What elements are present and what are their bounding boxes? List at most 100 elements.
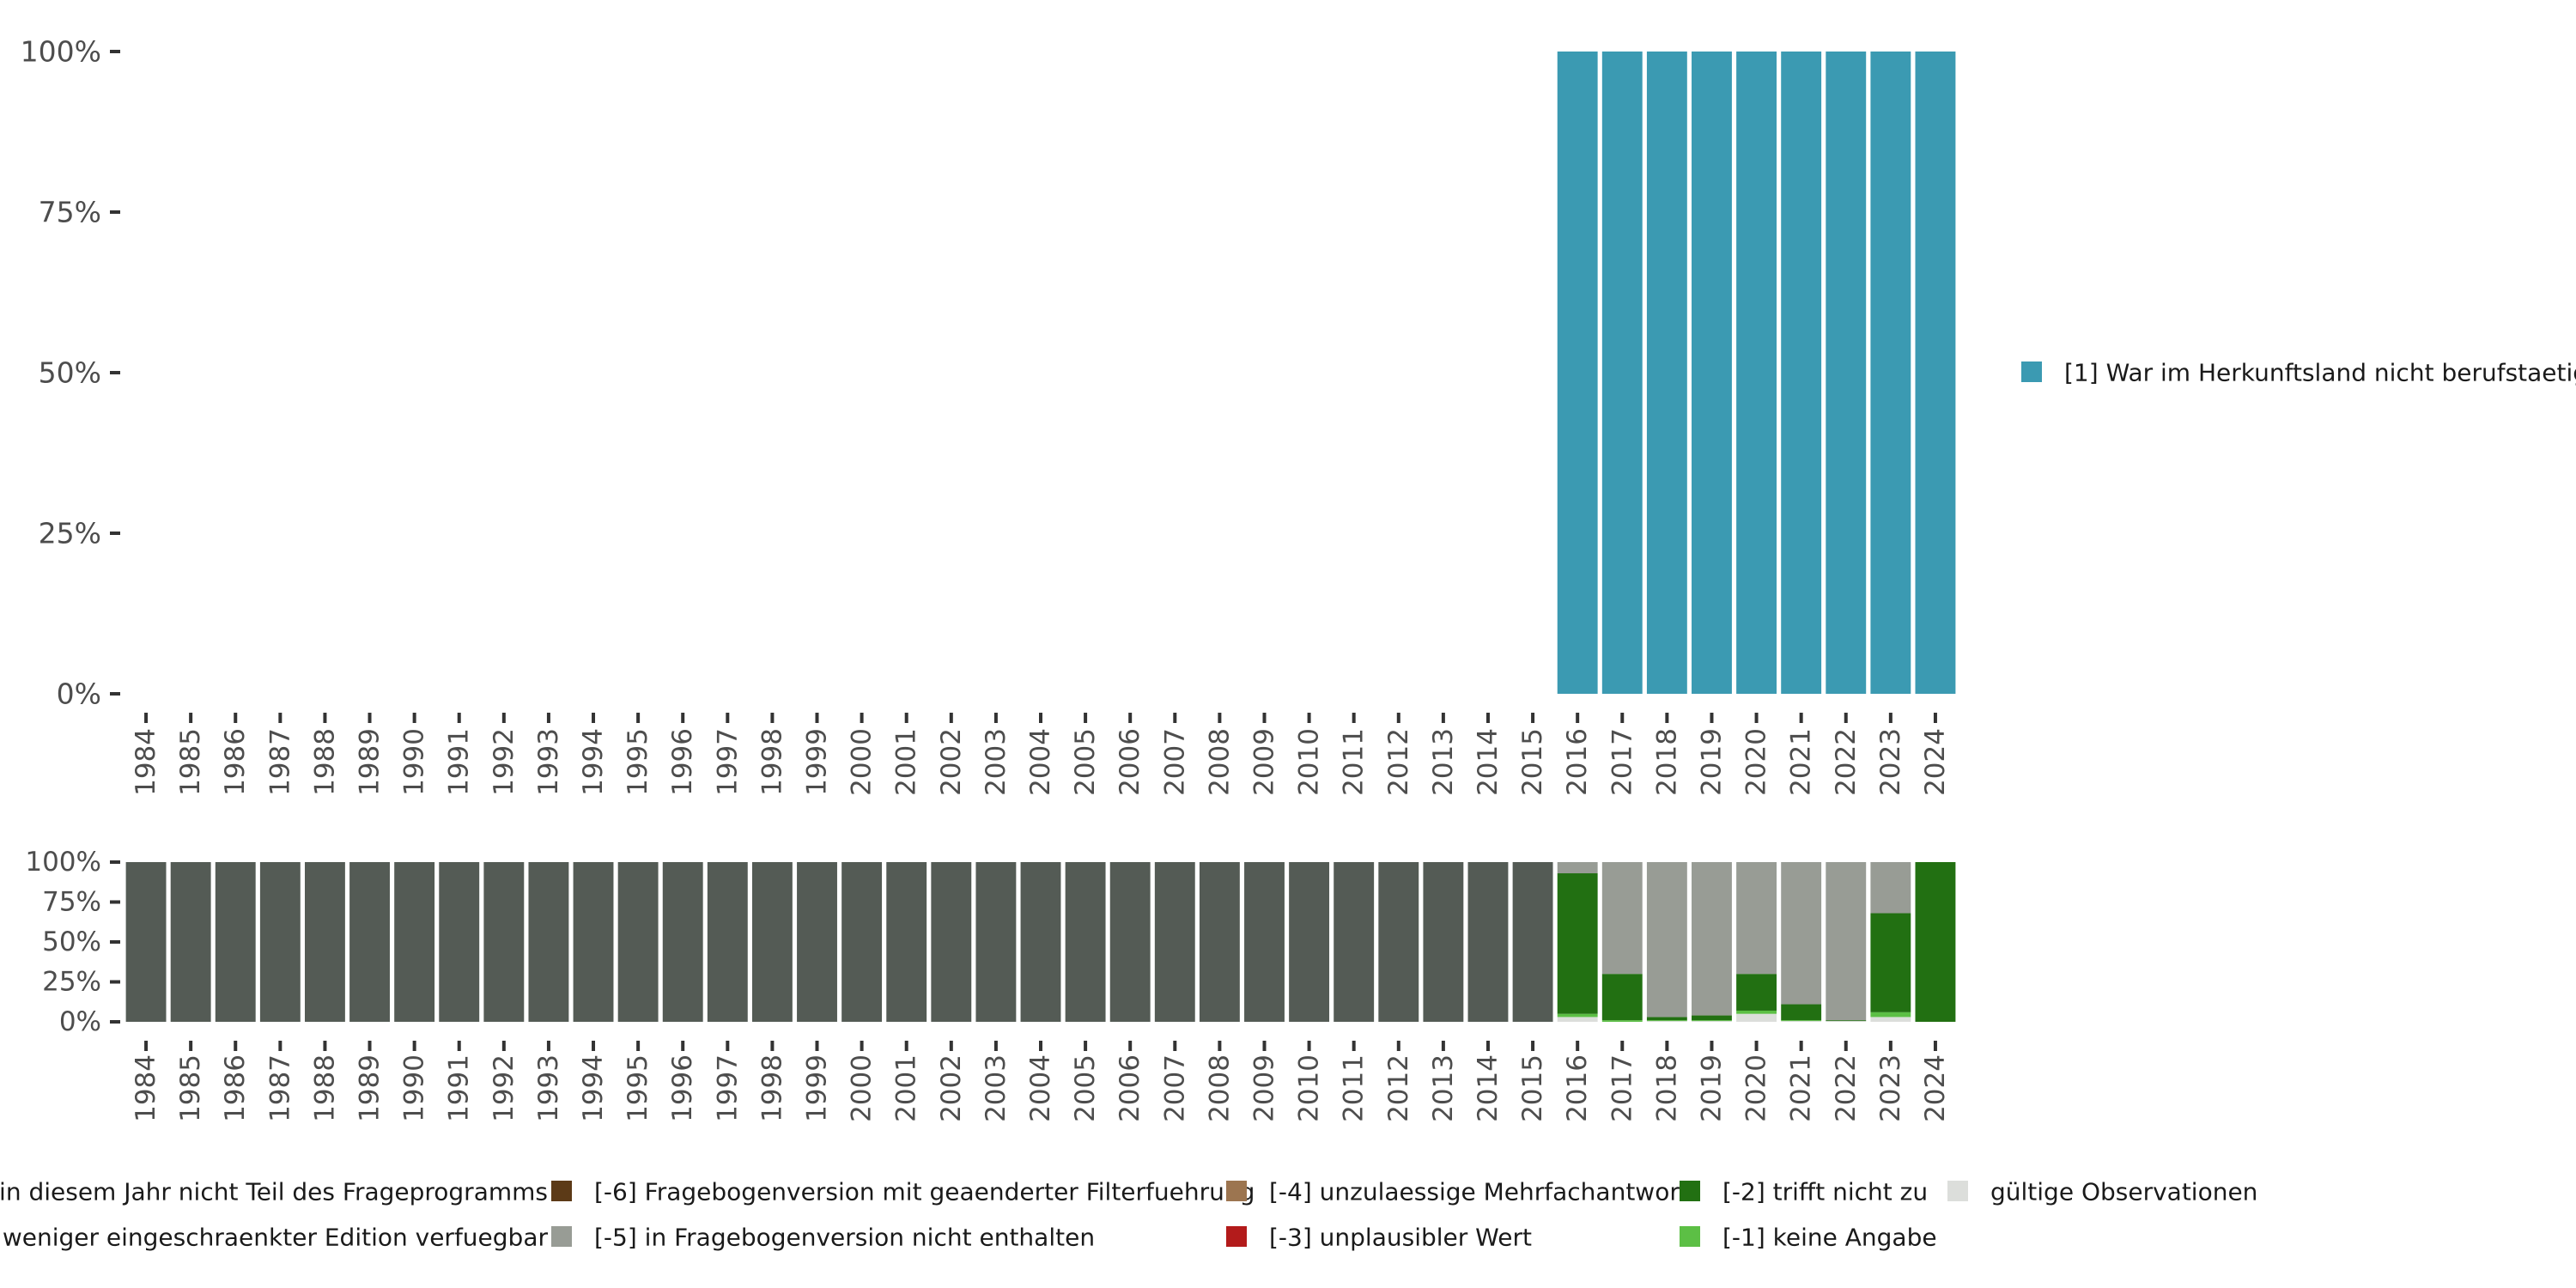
- bottom-x-tick-label: 2003: [981, 1054, 1012, 1122]
- bottom-x-tick-label: 1995: [623, 1054, 653, 1122]
- top-x-tick-label: 1991: [444, 728, 475, 796]
- bottom-x-tick-label: 2008: [1204, 1054, 1235, 1122]
- bottom-x-tick-label: 1990: [399, 1054, 430, 1122]
- bottom-x-tick-label: 2009: [1249, 1054, 1279, 1122]
- top-bar-2022: [1826, 52, 1867, 694]
- bottom-bar-1986: [215, 862, 256, 1022]
- top-y-tick-label: 0%: [57, 677, 101, 711]
- bottom-x-tick-label: 2004: [1025, 1054, 1056, 1122]
- bottom-bar-2016: [1557, 862, 1598, 874]
- bottom-x-tick-label: 1988: [309, 1054, 340, 1122]
- bottom-x-tick-label: 1984: [131, 1054, 161, 1122]
- bottom-bar-2021: [1781, 1020, 1822, 1022]
- bottom-bar-2023: [1870, 913, 1911, 1012]
- bottom-bar-2016: [1557, 1013, 1598, 1018]
- bottom-x-tick-label: 2013: [1428, 1054, 1459, 1122]
- top-y-tick-label: 25%: [39, 517, 101, 550]
- bottom-bar-2021: [1781, 862, 1822, 1005]
- top-x-tick-label: 2006: [1115, 728, 1145, 796]
- bottom-bar-1984: [125, 862, 167, 1022]
- top-x-tick-label: 2024: [1920, 728, 1951, 796]
- legend-key-m5: [551, 1226, 572, 1247]
- bottom-x-tick-label: 2021: [1786, 1054, 1817, 1122]
- bottom-bar-1990: [394, 862, 435, 1022]
- bottom-bar-1998: [751, 862, 793, 1022]
- legend-label-m4: [-4] unzulaessige Mehrfachantwort: [1269, 1178, 1689, 1206]
- bottom-bar-2007: [1154, 862, 1195, 1022]
- bottom-x-tick-label: 1996: [667, 1054, 698, 1122]
- bottom-x-tick-label: 1994: [578, 1054, 609, 1122]
- bottom-x-tick-label: 1998: [756, 1054, 787, 1122]
- top-x-tick-label: 2018: [1651, 728, 1682, 796]
- top-x-tick-label: 1997: [712, 728, 743, 796]
- top-bar-2021: [1781, 52, 1822, 694]
- top-x-tick-label: 2012: [1383, 728, 1414, 796]
- top-x-tick-label: 1986: [220, 728, 251, 796]
- bottom-bar-2009: [1244, 862, 1285, 1022]
- top-x-tick-label: 2002: [936, 728, 967, 796]
- top-bar-2016: [1557, 52, 1598, 694]
- bottom-bar-2018: [1646, 1020, 1687, 1022]
- bottom-bar-1996: [662, 862, 703, 1022]
- top-x-tick-label: 1990: [399, 728, 430, 796]
- bottom-x-tick-label: 2006: [1115, 1054, 1145, 1122]
- bottom-bar-2021: [1781, 1021, 1822, 1022]
- legend-label-m1: [-1] keine Angabe: [1722, 1224, 1937, 1252]
- bottom-bar-2020: [1736, 1010, 1777, 1014]
- top-x-tick-label: 1995: [623, 728, 653, 796]
- bottom-x-tick-label: 2015: [1517, 1054, 1548, 1122]
- bottom-x-tick-label: 1985: [175, 1054, 206, 1122]
- bottom-bar-2024: [1915, 862, 1956, 1022]
- legend-key-m2: [1680, 1181, 1700, 1201]
- bottom-bar-2022: [1826, 1020, 1867, 1022]
- bottom-bar-1985: [170, 862, 211, 1022]
- top-x-tick-label: 1987: [264, 728, 295, 796]
- bottom-bar-1994: [573, 862, 614, 1022]
- bottom-bar-2017: [1601, 1020, 1643, 1022]
- bottom-bar-2011: [1334, 862, 1375, 1022]
- bottom-legend: [-8] Frage in diesem Jahr nicht Teil des…: [0, 1178, 2257, 1252]
- bottom-bar-2023: [1870, 1012, 1911, 1018]
- top-x-tick-label: 2020: [1741, 728, 1772, 796]
- top-x-tick-label: 2019: [1696, 728, 1727, 796]
- bottom-bar-2018: [1646, 862, 1687, 1018]
- bottom-x-tick-label: 2010: [1294, 1054, 1325, 1122]
- bottom-bar-2021: [1781, 1004, 1822, 1021]
- bottom-y-tick-label: 50%: [42, 927, 101, 957]
- bottom-x-tick-label: 1989: [355, 1054, 386, 1122]
- legend-label-m3: [-3] unplausibler Wert: [1269, 1224, 1532, 1252]
- legend-label-m6: [-6] Fragebogenversion mit geaenderter F…: [594, 1178, 1255, 1206]
- bottom-bar-2023: [1870, 862, 1911, 914]
- top-x-tick-label: 2005: [1070, 728, 1101, 796]
- top-x-tick-label: 2023: [1875, 728, 1906, 796]
- legend-key-gueltig: [1947, 1181, 1968, 1201]
- bottom-bar-1987: [259, 862, 301, 1022]
- legend-key-m3: [1226, 1226, 1247, 1247]
- top-x-tick-label: 1994: [578, 728, 609, 796]
- bottom-x-tick-label: 2005: [1070, 1054, 1101, 1122]
- bottom-bar-2016: [1557, 1017, 1598, 1022]
- top-x-tick-label: 2014: [1473, 728, 1504, 796]
- bottom-bar-2022: [1826, 862, 1867, 1021]
- bottom-x-tick-label: 1997: [712, 1054, 743, 1122]
- bottom-bar-1991: [439, 862, 480, 1022]
- bottom-bar-2014: [1467, 862, 1509, 1022]
- top-x-tick-label: 2000: [847, 728, 878, 796]
- top-x-tick-label: 1984: [131, 728, 161, 796]
- top-x-tick-label: 1996: [667, 728, 698, 796]
- bottom-x-tick-label: 2014: [1473, 1054, 1504, 1122]
- top-x-tick-label: 2001: [891, 728, 922, 796]
- top-x-tick-label: 2008: [1204, 728, 1235, 796]
- bottom-x-tick-label: 2017: [1607, 1054, 1637, 1122]
- bottom-bar-2019: [1692, 862, 1732, 1016]
- top-x-tick-label: 2009: [1249, 728, 1279, 796]
- bottom-x-tick-label: 2023: [1875, 1054, 1906, 1122]
- top-x-tick-label: 2011: [1339, 728, 1370, 796]
- top-bar-2017: [1601, 52, 1643, 694]
- bottom-bar-2019: [1692, 1020, 1732, 1022]
- bottom-bar-2015: [1512, 862, 1553, 1022]
- top-x-tick-label: 2004: [1025, 728, 1056, 796]
- bottom-bar-2006: [1109, 862, 1151, 1022]
